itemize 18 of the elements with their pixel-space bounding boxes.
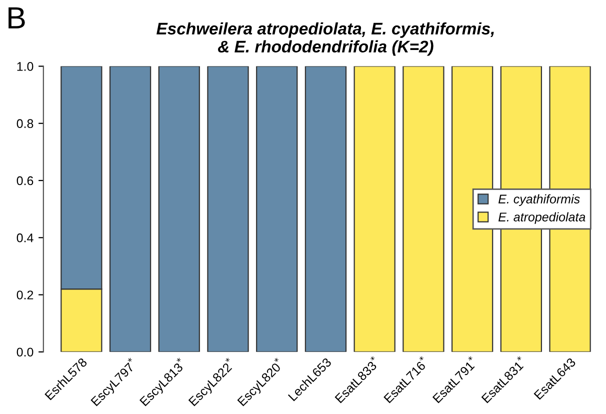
x-tick-label: EscyL822$^{*}$	[186, 357, 238, 408]
y-tick-label: 0.4	[16, 233, 34, 242]
x-tick-label: EsatL716$^{*}$	[382, 356, 430, 404]
x-tick-label: EscyL813$^{*}$	[138, 357, 189, 408]
legend-label: E. atropediolata	[498, 212, 586, 224]
text: B	[8, 7, 25, 28]
y-tick-label: 0.8	[16, 119, 34, 128]
chart-title: Eschweilera atropediolata, E. cyathiformis, & E. rhododendrifolia (K=2)	[156, 22, 494, 56]
y-tick-label: 0.0	[16, 348, 34, 357]
x-tick-label: EsatL831$^{*}$	[479, 356, 528, 404]
x-tick-label: EsatL833$^{*}$	[332, 356, 381, 404]
y-tick-label: 1.0	[17, 62, 34, 71]
y-tick-label: 0.6	[16, 176, 34, 186]
x-tick-label: EscyL797$^{*}$	[88, 357, 140, 408]
y-tick-label: 0.2	[16, 290, 34, 300]
x-tick-label: EscyL820$^{*}$	[235, 357, 286, 408]
legend-label: E. cyathiformis	[498, 194, 580, 206]
x-tick-label: EsatL791$^{*}$	[430, 356, 478, 404]
